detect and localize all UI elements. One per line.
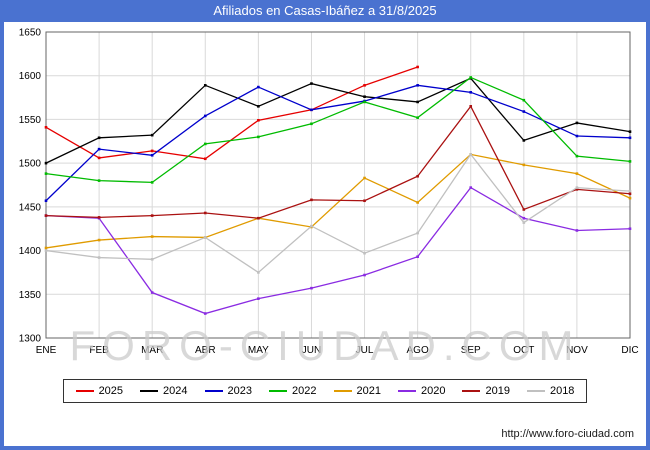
chart-legend: 2025 2024 2023 2022 2021 2020 2019 2018: [62, 379, 588, 403]
svg-text:1450: 1450: [19, 202, 42, 213]
svg-text:FEB: FEB: [89, 345, 109, 356]
legend-swatch: [333, 390, 352, 392]
legend-item-2019: 2019: [462, 385, 510, 397]
legend-item-2021: 2021: [333, 385, 381, 397]
svg-text:ENE: ENE: [36, 345, 57, 356]
legend-swatch: [462, 390, 481, 392]
svg-text:1550: 1550: [19, 115, 42, 126]
source-url[interactable]: http://www.foro-ciudad.com: [501, 428, 634, 440]
legend-label: 2018: [549, 385, 575, 397]
svg-text:JUL: JUL: [356, 345, 374, 356]
svg-text:NOV: NOV: [566, 345, 588, 356]
legend-swatch: [526, 390, 545, 392]
legend-item-2023: 2023: [204, 385, 253, 397]
svg-text:1650: 1650: [19, 28, 42, 39]
legend-label: 2021: [356, 385, 381, 397]
svg-text:AGO: AGO: [407, 345, 429, 356]
legend-swatch: [204, 390, 223, 392]
legend-swatch: [140, 390, 159, 392]
legend-label: 2024: [163, 385, 188, 397]
svg-text:DIC: DIC: [621, 345, 638, 356]
legend-swatch: [269, 390, 288, 392]
svg-text:1300: 1300: [19, 334, 42, 345]
svg-text:MAY: MAY: [248, 345, 269, 356]
legend-wrap: 2025 2024 2023 2022 2021 2020 2019 2018: [4, 379, 646, 403]
legend-item-2025: 2025: [75, 385, 124, 397]
legend-swatch: [75, 390, 94, 392]
chart-area: 1300 1350 1400 1450 1500 1550 1600 1650 ENE FEB MA…: [4, 22, 646, 446]
svg-text:JUN: JUN: [302, 345, 321, 356]
svg-text:1350: 1350: [19, 290, 42, 301]
svg-text:1600: 1600: [19, 71, 42, 82]
svg-text:SEP: SEP: [461, 345, 481, 356]
legend-item-2020: 2020: [397, 385, 446, 397]
legend-label: 2020: [420, 385, 446, 397]
affiliates-line-chart: 1300 1350 1400 1450 1500 1550 1600 1650 ENE FEB MA…: [19, 28, 639, 357]
legend-label: 2022: [292, 385, 317, 397]
page-title: Afiliados en Casas-Ibáñez a 31/8/2025: [213, 3, 437, 18]
legend-item-2018: 2018: [526, 385, 575, 397]
svg-text:1400: 1400: [19, 246, 42, 257]
svg-text:MAR: MAR: [141, 345, 163, 356]
legend-label: 2019: [485, 385, 510, 397]
svg-text:OCT: OCT: [513, 345, 534, 356]
legend-item-2022: 2022: [269, 385, 317, 397]
svg-text:1500: 1500: [19, 159, 42, 170]
svg-text:ABR: ABR: [195, 345, 216, 356]
legend-swatch: [397, 390, 416, 392]
legend-item-2024: 2024: [140, 385, 188, 397]
legend-label: 2025: [98, 385, 124, 397]
legend-label: 2023: [227, 385, 253, 397]
